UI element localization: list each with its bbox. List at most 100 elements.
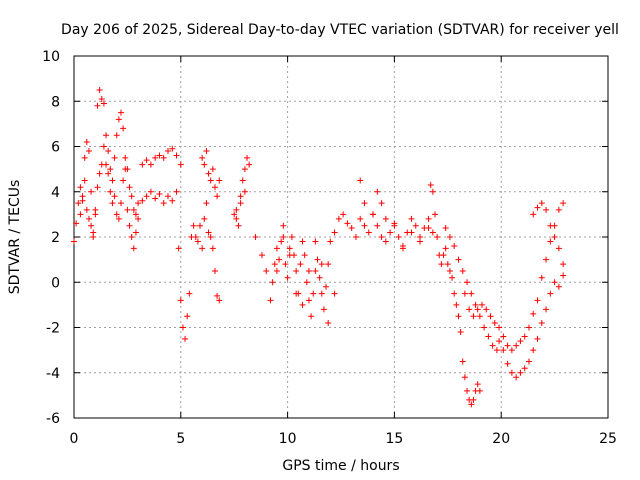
data-point xyxy=(431,211,438,218)
data-point xyxy=(500,347,507,354)
data-point xyxy=(335,215,342,222)
x-tick-label: 5 xyxy=(176,431,185,447)
data-point xyxy=(160,154,167,161)
data-point xyxy=(79,193,86,200)
data-point xyxy=(493,347,500,354)
data-point xyxy=(491,319,498,326)
data-point xyxy=(318,290,325,297)
data-point xyxy=(271,261,278,268)
data-point xyxy=(237,200,244,207)
data-point xyxy=(555,206,562,213)
data-point xyxy=(301,252,308,259)
data-point xyxy=(199,245,206,252)
data-point xyxy=(293,290,300,297)
data-point xyxy=(117,109,124,116)
data-point xyxy=(244,154,251,161)
data-point xyxy=(464,279,471,286)
data-point xyxy=(438,261,445,268)
data-point xyxy=(147,188,154,195)
data-point xyxy=(130,206,137,213)
y-tick-label: 4 xyxy=(51,185,60,201)
data-point xyxy=(399,243,406,250)
data-point xyxy=(440,252,447,259)
data-point xyxy=(201,215,208,222)
data-point xyxy=(446,267,453,274)
y-tick-label: -6 xyxy=(46,411,60,427)
grid-lines xyxy=(74,56,608,418)
data-point xyxy=(113,132,120,139)
data-point xyxy=(348,224,355,231)
data-point xyxy=(312,238,319,245)
data-point xyxy=(323,283,330,290)
data-point xyxy=(239,177,246,184)
data-point xyxy=(203,200,210,207)
data-point xyxy=(258,252,265,259)
data-point xyxy=(357,215,364,222)
data-point xyxy=(216,177,223,184)
data-point xyxy=(464,387,471,394)
data-point xyxy=(320,306,327,313)
data-point xyxy=(340,211,347,218)
data-point xyxy=(508,369,515,376)
data-point xyxy=(190,222,197,229)
data-point xyxy=(83,138,90,145)
data-point xyxy=(81,154,88,161)
data-point xyxy=(164,148,171,155)
data-point xyxy=(107,166,114,173)
data-point xyxy=(500,333,507,340)
data-point xyxy=(237,193,244,200)
data-point xyxy=(543,306,550,313)
data-point xyxy=(483,306,490,313)
data-point xyxy=(297,261,304,268)
data-point xyxy=(478,301,485,308)
data-point xyxy=(120,177,127,184)
data-point xyxy=(282,261,289,268)
data-point xyxy=(551,234,558,240)
data-point xyxy=(209,166,216,173)
data-point xyxy=(455,256,462,263)
data-point xyxy=(327,238,334,245)
x-tick-label: 15 xyxy=(385,431,403,447)
data-point xyxy=(115,116,122,123)
data-point xyxy=(487,313,494,320)
data-point xyxy=(547,238,554,245)
y-tick-label: 0 xyxy=(51,275,60,291)
data-point xyxy=(94,102,101,109)
data-point xyxy=(489,342,496,349)
data-point xyxy=(280,222,287,229)
data-point xyxy=(543,256,550,263)
data-point xyxy=(538,200,545,207)
data-point xyxy=(152,154,159,161)
data-point xyxy=(534,297,541,304)
data-point xyxy=(534,335,541,342)
data-point xyxy=(560,261,567,268)
data-point xyxy=(382,238,389,245)
data-point xyxy=(286,252,293,259)
data-point xyxy=(408,215,415,222)
data-point xyxy=(201,161,208,168)
data-point xyxy=(152,195,159,202)
data-point xyxy=(284,274,291,281)
data-point xyxy=(314,256,321,263)
data-point xyxy=(156,191,163,198)
data-point xyxy=(128,193,135,200)
data-point xyxy=(395,234,402,240)
data-point xyxy=(560,272,567,279)
data-point xyxy=(214,193,221,200)
data-point xyxy=(132,229,139,236)
data-point xyxy=(233,206,240,213)
data-point xyxy=(111,193,118,200)
data-point xyxy=(177,297,184,304)
data-point xyxy=(169,197,176,204)
data-point xyxy=(231,211,238,218)
data-point xyxy=(547,290,554,297)
data-point xyxy=(214,292,221,299)
data-point xyxy=(160,200,167,207)
data-point xyxy=(521,365,528,372)
data-point xyxy=(485,333,492,340)
data-point xyxy=(517,369,524,376)
data-point xyxy=(111,154,118,161)
data-point xyxy=(370,211,377,218)
data-point xyxy=(75,200,82,207)
plot-frame xyxy=(73,55,609,419)
